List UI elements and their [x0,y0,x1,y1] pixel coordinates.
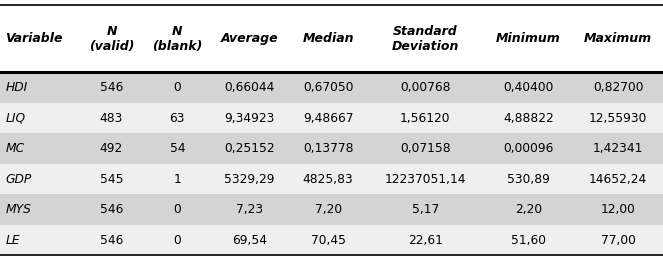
Text: Minimum: Minimum [496,32,561,45]
Text: 2,20: 2,20 [514,203,542,216]
Text: 545: 545 [99,173,123,186]
Text: 530,89: 530,89 [507,173,550,186]
Bar [0,164,663,194]
Text: Median: Median [302,32,354,45]
Text: 14652,24: 14652,24 [589,173,647,186]
Text: 546: 546 [100,81,123,94]
Text: 9,48667: 9,48667 [303,111,353,125]
Text: 0,82700: 0,82700 [593,81,643,94]
Text: LE: LE [5,234,20,247]
Text: 0,25152: 0,25152 [224,142,275,155]
Text: 12,55930: 12,55930 [589,111,647,125]
Text: 0: 0 [174,234,181,247]
Text: 4,88822: 4,88822 [503,111,554,125]
Text: 1: 1 [174,173,181,186]
Text: 0,13778: 0,13778 [303,142,353,155]
Text: Standard
Deviation: Standard Deviation [392,25,459,53]
Text: N
(blank): N (blank) [152,25,202,53]
Text: LIQ: LIQ [5,111,25,125]
Bar [0,103,663,133]
Text: 483: 483 [100,111,123,125]
Text: 492: 492 [100,142,123,155]
Text: 1,42341: 1,42341 [593,142,643,155]
Text: 0: 0 [174,203,181,216]
Text: 69,54: 69,54 [232,234,267,247]
Text: 0,00096: 0,00096 [503,142,554,155]
Text: 0,67050: 0,67050 [303,81,353,94]
Text: 5329,29: 5329,29 [224,173,274,186]
Text: 0,07158: 0,07158 [400,142,451,155]
Text: 7,20: 7,20 [314,203,341,216]
Bar [0,225,663,255]
Text: 0: 0 [174,81,181,94]
Text: 0,66044: 0,66044 [224,81,274,94]
Text: MYS: MYS [5,203,31,216]
Text: 546: 546 [100,234,123,247]
Text: 9,34923: 9,34923 [224,111,274,125]
Bar [0,72,663,103]
Text: 12,00: 12,00 [601,203,636,216]
Text: MC: MC [5,142,25,155]
Text: 77,00: 77,00 [601,234,636,247]
Text: 22,61: 22,61 [408,234,443,247]
Bar [0,133,663,164]
Text: Maximum: Maximum [584,32,652,45]
Bar [0,5,663,72]
Text: Average: Average [221,32,278,45]
Text: 70,45: 70,45 [311,234,345,247]
Text: 12237051,14: 12237051,14 [385,173,466,186]
Text: 51,60: 51,60 [511,234,546,247]
Text: 0,40400: 0,40400 [503,81,554,94]
Text: GDP: GDP [5,173,32,186]
Text: N
(valid): N (valid) [89,25,134,53]
Bar [0,194,663,225]
Text: 5,17: 5,17 [412,203,439,216]
Text: 0,00768: 0,00768 [400,81,451,94]
Text: HDI: HDI [5,81,28,94]
Text: Variable: Variable [5,32,63,45]
Text: 1,56120: 1,56120 [400,111,451,125]
Text: 63: 63 [170,111,185,125]
Text: 7,23: 7,23 [236,203,263,216]
Text: 54: 54 [170,142,185,155]
Text: 4825,83: 4825,83 [303,173,353,186]
Text: 546: 546 [100,203,123,216]
